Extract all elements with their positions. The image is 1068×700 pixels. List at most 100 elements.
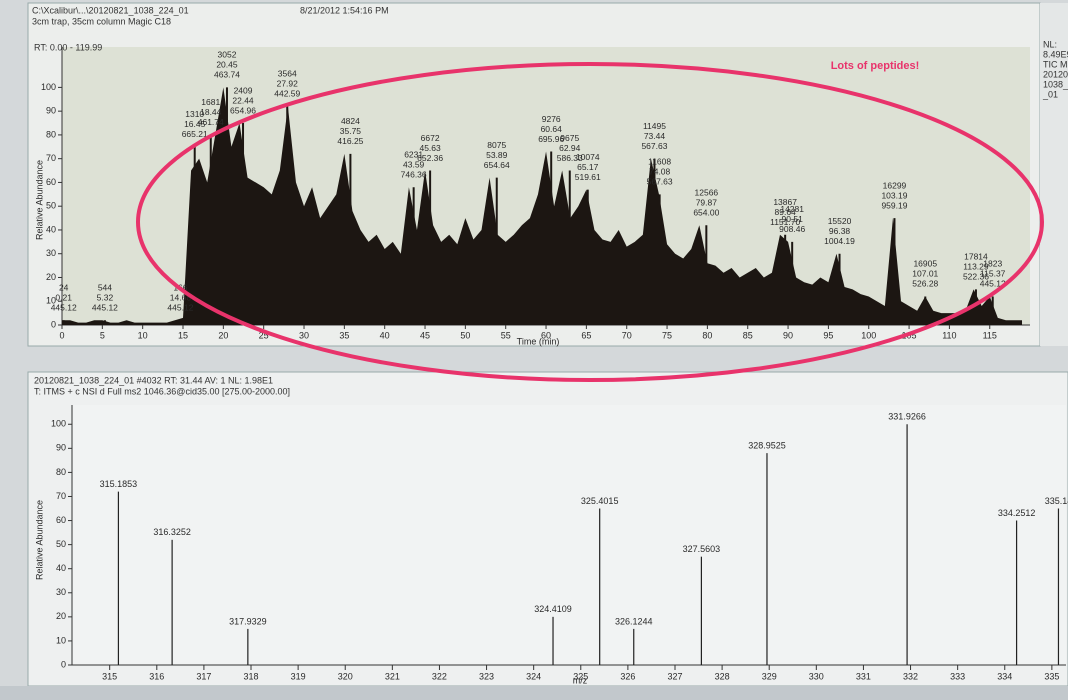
peak-label: 416.25 xyxy=(337,136,363,146)
peak-label: 3564 xyxy=(278,69,297,79)
x-tick-label: 100 xyxy=(861,330,876,340)
x-tick-label: 10 xyxy=(138,330,148,340)
y-tick-label: 0 xyxy=(51,319,56,329)
peak-label: 14281 xyxy=(780,204,804,214)
x-tick-label: 317 xyxy=(196,671,211,681)
nl-info: 8.49E9 xyxy=(1043,49,1068,59)
peak-label: 567.63 xyxy=(641,141,667,151)
nl-info: TIC MS xyxy=(1043,59,1068,69)
x-tick-label: 332 xyxy=(903,671,918,681)
peak-label: 316.3252 xyxy=(153,527,191,537)
y-axis-label: Relative Abundance xyxy=(34,500,44,580)
peak-label: 959.19 xyxy=(881,200,907,210)
x-tick-label: 25 xyxy=(259,330,269,340)
peak-label: 14.68 xyxy=(170,292,192,302)
peak-label: 328.9525 xyxy=(748,441,786,451)
y-tick-label: 30 xyxy=(56,587,66,597)
peak-label: 908.46 xyxy=(779,224,805,234)
peak-label: 327.5603 xyxy=(683,544,721,554)
x-tick-label: 330 xyxy=(809,671,824,681)
x-tick-label: 315 xyxy=(102,671,117,681)
peak-label: 27.92 xyxy=(277,79,299,89)
peak-label: 3052 xyxy=(218,50,237,60)
file-path: C:\Xcalibur\...\20120821_1038_224_01 xyxy=(32,5,189,15)
peak-label: 567.63 xyxy=(647,177,673,187)
peak-label: 445.12 xyxy=(980,279,1006,289)
nl-info: 20120821_ xyxy=(1043,69,1068,79)
peak-label: 331.9266 xyxy=(888,412,926,422)
taskbar xyxy=(0,686,1068,700)
y-tick-label: 50 xyxy=(56,539,66,549)
peak-label: 9675 xyxy=(560,133,579,143)
x-tick-label: 95 xyxy=(823,330,833,340)
side-panel xyxy=(1040,3,1068,346)
x-tick-label: 110 xyxy=(942,330,956,340)
peak-label: 103.19 xyxy=(881,190,907,200)
x-tick-label: 45 xyxy=(420,330,430,340)
peak-label: 90.51 xyxy=(782,214,804,224)
peak-label: 24 xyxy=(59,282,69,292)
x-tick-label: 335 xyxy=(1044,671,1059,681)
peak-label: 586.33 xyxy=(557,153,583,163)
x-tick-label: 333 xyxy=(950,671,965,681)
peak-label: 0.21 xyxy=(55,292,72,302)
peak-label: 461.74 xyxy=(198,117,224,127)
x-tick-label: 328 xyxy=(715,671,730,681)
peak-label: 654.64 xyxy=(484,160,510,170)
peak-label: 4824 xyxy=(341,116,360,126)
peak-label: 20.45 xyxy=(216,60,238,70)
peak-label: 89.64 xyxy=(775,207,797,217)
x-tick-label: 60 xyxy=(541,330,551,340)
y-tick-label: 20 xyxy=(56,611,66,621)
peak-label: 107.01 xyxy=(912,269,938,279)
peak-label: 325.4015 xyxy=(581,496,619,506)
annotation: Lots of peptides! xyxy=(831,60,920,72)
peak-label: 79.87 xyxy=(696,197,718,207)
peak-label: 334.2512 xyxy=(998,508,1036,518)
peak-label: 746.36 xyxy=(401,169,427,179)
x-tick-label: 316 xyxy=(149,671,164,681)
peak-label: 6231 xyxy=(404,149,423,159)
highlight-ellipse xyxy=(136,62,1044,382)
x-tick-label: 80 xyxy=(702,330,712,340)
peak-label: 5.32 xyxy=(97,292,114,302)
peak-label: 8075 xyxy=(487,140,506,150)
peak-label: 695.96 xyxy=(538,134,564,144)
peak-label: 17814 xyxy=(964,252,988,262)
x-axis-label: m/z xyxy=(573,675,588,685)
y-tick-label: 60 xyxy=(56,515,66,525)
peak-label: 1004.19 xyxy=(824,236,855,246)
chromatogram: 0 10 20 30 40 50 60 70 80 90 100 0 5 10 15 20 25 30 35 40 45… xyxy=(41,47,1030,340)
x-tick-label: 15 xyxy=(178,330,188,340)
peak-label: 96.38 xyxy=(829,226,851,236)
x-tick-label: 322 xyxy=(432,671,447,681)
y-tick-label: 90 xyxy=(46,106,56,116)
x-axis-label: Time (min) xyxy=(517,336,560,346)
y-tick-label: 70 xyxy=(56,491,66,501)
peak-label: 544 xyxy=(98,282,112,292)
y-tick-label: 30 xyxy=(46,248,56,258)
scan-filter: T: ITMS + c NSI d Full ms2 1046.36@cid35… xyxy=(34,386,290,396)
y-tick-label: 100 xyxy=(41,82,56,92)
peak-label: 445.12 xyxy=(51,302,77,312)
spectrum: 0 10 20 30 40 50 60 70 80 90 100 315 316 317 318 319 320… xyxy=(51,405,1068,681)
peak-label: 11495 xyxy=(643,121,666,131)
x-tick-label: 50 xyxy=(460,330,470,340)
peak-label: 60.64 xyxy=(541,124,563,134)
peak-label: 16905 xyxy=(913,259,937,269)
peak-label: 65.17 xyxy=(577,162,599,172)
peak-label: 45.63 xyxy=(419,143,441,153)
peak-label: 6672 xyxy=(421,133,440,143)
x-tick-label: 35 xyxy=(339,330,349,340)
peak-label: 315.1853 xyxy=(100,479,138,489)
nl-info: _01 xyxy=(1042,89,1058,99)
rt-range: RT: 0.00 - 119.99 xyxy=(34,42,102,52)
peak-label: 16299 xyxy=(883,180,907,190)
peak-label: 43.59 xyxy=(403,159,425,169)
x-tick-label: 85 xyxy=(743,330,753,340)
peak-label: 442.59 xyxy=(274,89,300,99)
x-tick-label: 325 xyxy=(573,671,588,681)
nl-info: 1038_224 xyxy=(1043,79,1068,89)
peak-label: 10074 xyxy=(576,152,600,162)
peak-label: 665.21 xyxy=(182,129,208,139)
